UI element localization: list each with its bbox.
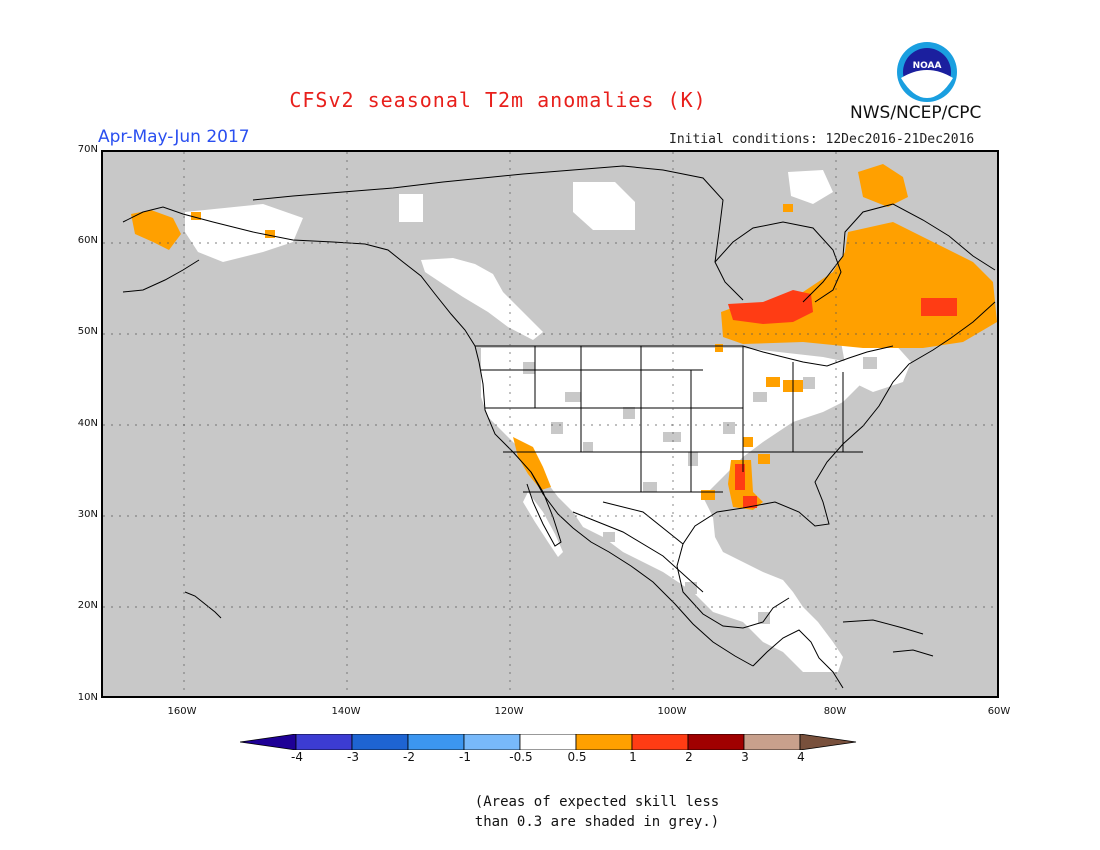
neutral-white-regions bbox=[185, 170, 911, 672]
grid-lines bbox=[103, 152, 997, 696]
grey-speckle-in-white bbox=[513, 357, 877, 624]
lat-tick-label: 30N bbox=[77, 509, 98, 520]
coastline-and-boundaries bbox=[122, 165, 996, 689]
colorbar-segment bbox=[295, 734, 353, 750]
lat-tick-label: 60N bbox=[77, 235, 98, 246]
colorbar-label: 3 bbox=[741, 750, 749, 764]
lat-tick-label: 10N bbox=[77, 692, 98, 703]
skill-note-line-1: (Areas of expected skill less bbox=[474, 794, 720, 810]
noaa-logo-icon: NOAA bbox=[897, 42, 957, 102]
colorbar bbox=[240, 734, 857, 750]
noaa-logo-text: NOAA bbox=[913, 61, 942, 71]
colorbar-label: -3 bbox=[347, 750, 359, 764]
lat-tick-label: 20N bbox=[77, 600, 98, 611]
colorbar-segment bbox=[519, 734, 577, 750]
colorbar-label: 1 bbox=[629, 750, 637, 764]
colorbar-segment bbox=[407, 734, 465, 750]
colorbar-label: 4 bbox=[797, 750, 805, 764]
colorbar-segment bbox=[463, 734, 521, 750]
colorbar-segment bbox=[743, 734, 801, 750]
colorbar-segment bbox=[351, 734, 409, 750]
map-canvas bbox=[103, 152, 997, 696]
colorbar-segment bbox=[575, 734, 633, 750]
colorbar-label: -4 bbox=[291, 750, 303, 764]
lat-tick-label: 50N bbox=[77, 326, 98, 337]
colorbar-label: -1 bbox=[459, 750, 471, 764]
lon-tick-label: 100W bbox=[657, 706, 687, 717]
lon-tick-label: 60W bbox=[987, 706, 1011, 717]
forecast-map bbox=[101, 150, 999, 698]
colorbar-arrow-low bbox=[240, 734, 297, 750]
initial-conditions: Initial conditions: 12Dec2016-21Dec2016 bbox=[669, 132, 975, 147]
lon-tick-label: 80W bbox=[823, 706, 847, 717]
colorbar-label: -2 bbox=[403, 750, 415, 764]
forecast-period: Apr-May-Jun 2017 bbox=[98, 127, 250, 147]
page-title: CFSv2 seasonal T2m anomalies (K) bbox=[289, 88, 707, 112]
lon-tick-label: 160W bbox=[167, 706, 197, 717]
colorbar-label: -0.5 bbox=[509, 750, 533, 764]
organization-label: NWS/NCEP/CPC bbox=[850, 103, 982, 123]
lon-tick-label: 120W bbox=[494, 706, 524, 717]
lon-tick-label: 140W bbox=[331, 706, 361, 717]
lat-tick-label: 70N bbox=[77, 144, 98, 155]
skill-note: (Areas of expected skill less than 0.3 a… bbox=[0, 792, 1100, 832]
colorbar-label: 2 bbox=[685, 750, 693, 764]
colorbar-label: 0.5 bbox=[567, 750, 587, 764]
lat-tick-label: 40N bbox=[77, 418, 98, 429]
colorbar-segment bbox=[687, 734, 745, 750]
warm-anomaly-1-2 bbox=[728, 290, 957, 508]
skill-note-line-2: than 0.3 are shaded in grey.) bbox=[474, 814, 720, 830]
colorbar-arrow-high bbox=[799, 734, 857, 750]
colorbar-segment bbox=[631, 734, 689, 750]
